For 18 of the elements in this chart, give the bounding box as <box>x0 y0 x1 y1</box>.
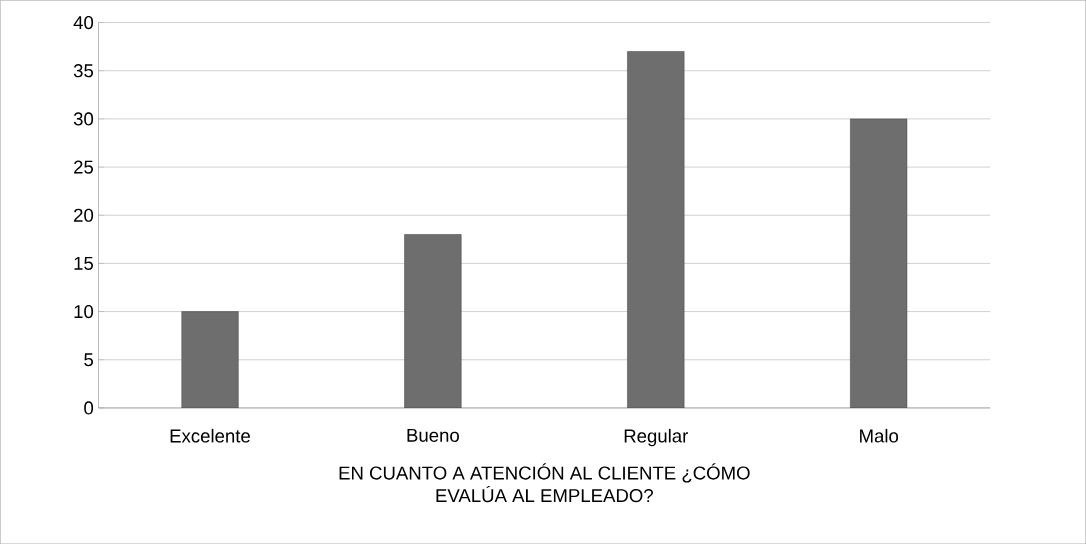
y-tick-label: 10 <box>74 304 94 319</box>
y-tick-label: 5 <box>84 353 94 367</box>
y-tick-label: 20 <box>74 208 94 222</box>
bar <box>404 234 462 408</box>
x-tick-label: Bueno <box>407 428 459 442</box>
y-tick-label: 40 <box>73 15 94 30</box>
x-tick-label: Malo <box>860 428 899 443</box>
x-axis-title: EN CUANTO A ATENCIÓN AL CLIENTE ¿CÓMO EVALÚA AL EMPLEADO? <box>339 463 750 503</box>
y-tick-label: 35 <box>73 64 94 78</box>
bar <box>850 118 908 408</box>
x-tick-label: Regular <box>624 428 689 447</box>
y-tick-label: 0 <box>84 401 94 415</box>
y-tick-label: 25 <box>74 160 94 174</box>
x-tick-label: Excelente <box>170 428 250 443</box>
y-tick-label: 30 <box>73 112 94 126</box>
bar <box>181 311 239 408</box>
bar <box>627 51 685 408</box>
y-tick-label: 15 <box>74 256 94 270</box>
